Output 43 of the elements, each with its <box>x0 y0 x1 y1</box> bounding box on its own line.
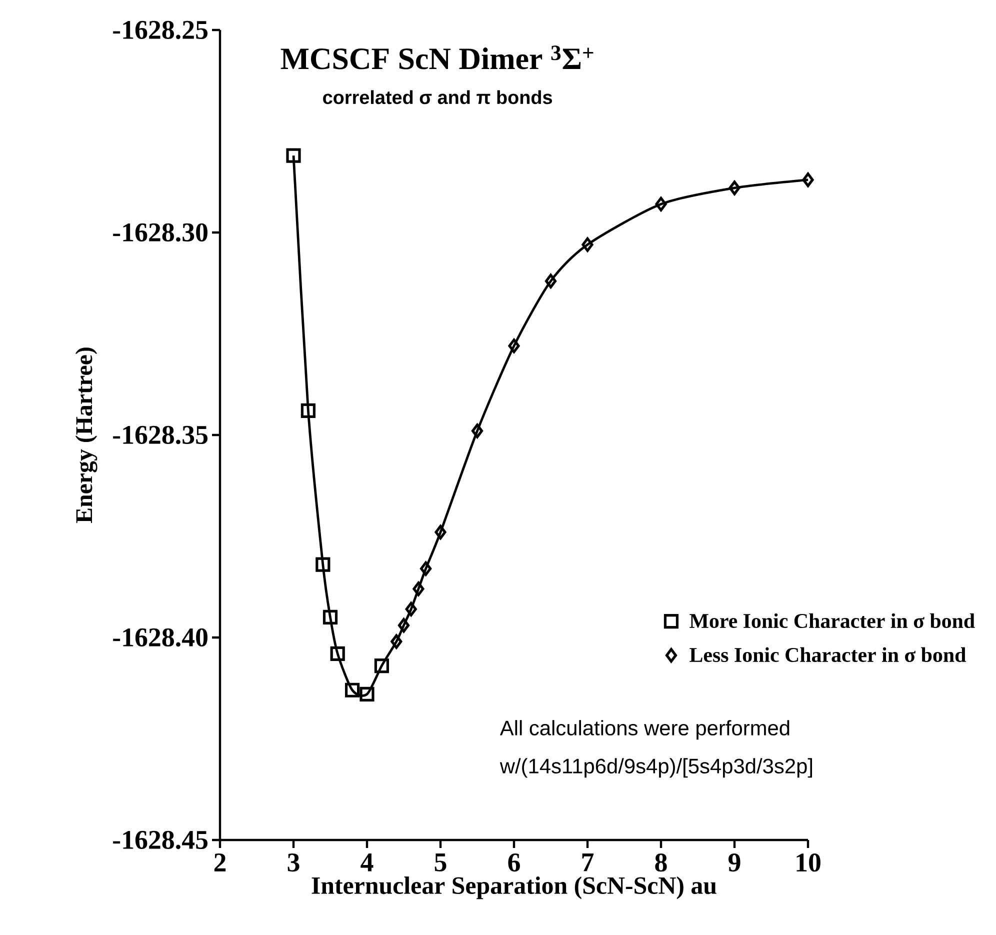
x-tick-label: 4 <box>360 854 374 872</box>
point <box>398 618 410 633</box>
y-tick-label: -1628.45 <box>113 830 208 850</box>
point <box>374 658 390 674</box>
point <box>322 610 338 625</box>
text: correlated σ and π bonds <box>323 90 552 104</box>
point <box>316 557 330 572</box>
point <box>390 634 402 649</box>
point <box>802 172 814 188</box>
point <box>471 424 484 438</box>
point <box>345 682 360 698</box>
point <box>508 338 520 354</box>
y-tick-label: -1628.40 <box>113 628 208 647</box>
x-tick-label: 10 <box>796 854 820 872</box>
point <box>330 646 345 661</box>
point <box>582 237 594 252</box>
x-tick-label: 9 <box>728 854 740 872</box>
point <box>434 524 446 540</box>
point <box>300 403 316 418</box>
point <box>405 602 417 616</box>
point <box>544 274 557 288</box>
x-axis-title: Internuclear Separation (ScN-ScN) au <box>312 876 716 900</box>
point <box>286 148 301 163</box>
y-tick-label: -1628.30 <box>113 223 208 242</box>
x-tick-label: 7 <box>582 853 594 872</box>
y-tick-label: -1628.25 <box>113 20 208 40</box>
annotation: w/(14s11p6d/9s4p)/[5s4p3d/3s2p] <box>500 758 812 778</box>
y-tick-label: -1628.35 <box>113 426 208 444</box>
x-tick-label: 5 <box>434 853 446 872</box>
x-tick-label: 6 <box>508 854 520 872</box>
point <box>420 561 432 576</box>
chart-title: MCSCF ScN Dimer $^{3}$Σ$^{+}$ <box>280 46 594 70</box>
x-tick-label: 3 <box>288 854 300 872</box>
x-tick-label: 8 <box>655 854 667 872</box>
point <box>412 582 424 596</box>
legend-label: More Ionic Character in σ bond <box>690 613 975 628</box>
annotation: All calculations were performed <box>500 720 790 740</box>
x-tick-label: 2 <box>214 854 226 872</box>
point <box>360 686 374 702</box>
point <box>655 196 667 212</box>
y-axis-title: Energy (Hartree) <box>75 348 98 523</box>
legend-label: Less Ionic Character in σ bond <box>690 647 966 662</box>
point <box>728 180 740 196</box>
